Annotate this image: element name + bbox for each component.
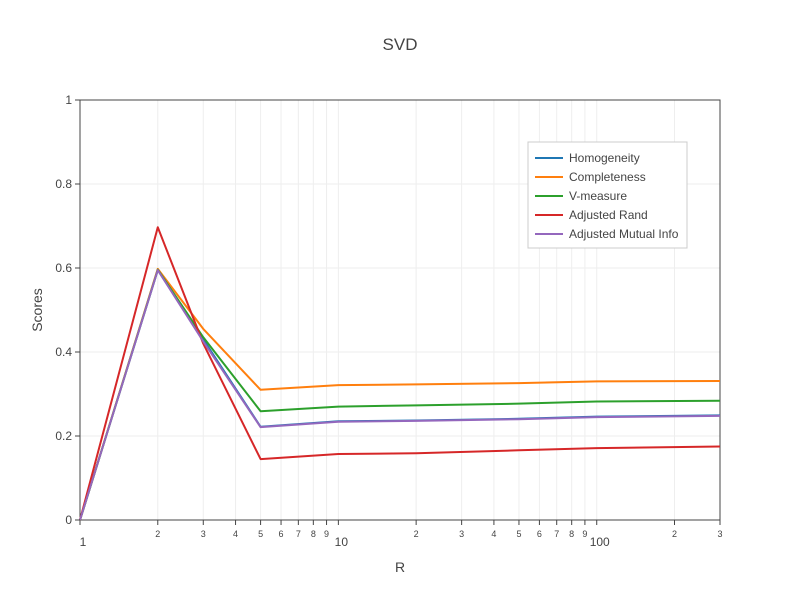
series-line-completeness — [79, 267, 721, 521]
legend-label: Homogeneity — [569, 151, 640, 165]
y-tick-label: 0.6 — [55, 261, 72, 275]
x-minor-tick-label: 2 — [672, 529, 677, 539]
legend-label: Adjusted Mutual Info — [569, 227, 679, 241]
x-major-tick-label: 100 — [590, 535, 610, 549]
legend-label: V-measure — [569, 189, 627, 203]
x-minor-tick-label: 3 — [717, 529, 722, 539]
y-tick-label: 0.8 — [55, 177, 72, 191]
series-line-adjusted-rand — [79, 226, 721, 521]
y-tick-label: 0.4 — [55, 345, 72, 359]
legend: Homogeneity Completeness V-measure Adjusted… — [527, 141, 688, 249]
y-tick-label: 0.2 — [55, 429, 72, 443]
x-minor-tick-label: 9 — [324, 529, 329, 539]
x-major-tick-label: 1 — [80, 535, 87, 549]
x-minor-tick-label: 2 — [414, 529, 419, 539]
x-minor-tick-label: 4 — [491, 529, 496, 539]
x-minor-tick-label: 5 — [258, 529, 263, 539]
x-minor-tick-label: 3 — [201, 529, 206, 539]
x-axis-title: R — [395, 559, 405, 575]
y-axis-title: Scores — [29, 288, 45, 332]
x-minor-tick-label: 6 — [279, 529, 284, 539]
x-minor-tick-label: 4 — [233, 529, 238, 539]
y-tick-label: 1 — [65, 93, 72, 107]
x-minor-tick-label: 9 — [582, 529, 587, 539]
series-line-homogeneity — [79, 269, 721, 521]
x-minor-tick-label: 8 — [311, 529, 316, 539]
chart-title: SVD — [383, 35, 418, 54]
legend-label: Adjusted Rand — [569, 208, 648, 222]
series-lines — [79, 226, 721, 521]
y-tick-label: 0 — [65, 513, 72, 527]
x-minor-tick-label: 7 — [554, 529, 559, 539]
series-line-v-measure — [79, 268, 721, 521]
x-minor-tick-label: 8 — [569, 529, 574, 539]
x-minor-tick-label: 7 — [296, 529, 301, 539]
legend-label: Completeness — [569, 170, 646, 184]
x-minor-tick-label: 6 — [537, 529, 542, 539]
series-line-adjusted-mutual-info — [79, 269, 721, 521]
x-minor-tick-label: 5 — [516, 529, 521, 539]
x-minor-tick-label: 3 — [459, 529, 464, 539]
x-minor-tick-label: 2 — [155, 529, 160, 539]
x-major-tick-label: 10 — [335, 535, 349, 549]
plot-frame — [79, 99, 721, 521]
